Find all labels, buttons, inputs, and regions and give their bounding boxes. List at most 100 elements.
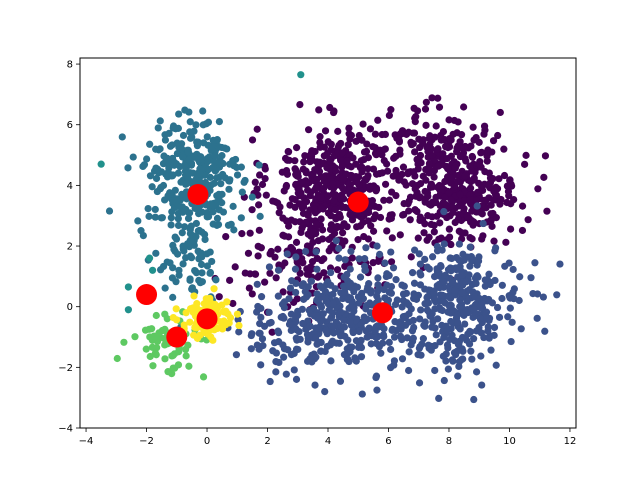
data-point-cluster-1 (312, 248, 320, 256)
data-point-cluster-0 (437, 234, 445, 242)
data-point-cluster-1 (417, 351, 425, 359)
data-point-cluster-0 (484, 146, 492, 154)
data-point-cluster-1 (409, 316, 417, 325)
data-point-cluster-2 (194, 138, 202, 146)
data-point-cluster-2 (186, 134, 195, 142)
data-point-cluster-1 (305, 306, 313, 315)
data-point-cluster-0 (300, 158, 308, 166)
data-point-cluster-2 (185, 243, 193, 251)
data-point-cluster-1 (321, 388, 329, 396)
data-point-cluster-0 (336, 213, 344, 221)
data-point-cluster-1 (479, 219, 487, 228)
data-point-cluster-1 (506, 293, 514, 302)
data-point-cluster-0 (364, 165, 372, 173)
data-point-cluster-0 (521, 160, 529, 168)
data-point-cluster-1 (298, 305, 306, 313)
data-point-cluster-0 (478, 183, 486, 192)
data-point-cluster-3 (148, 266, 157, 274)
data-point-cluster-0 (253, 125, 261, 133)
data-point-cluster-1 (301, 247, 310, 256)
data-point-cluster-2 (219, 170, 227, 179)
data-point-cluster-2 (212, 276, 220, 284)
data-point-cluster-0 (503, 198, 511, 207)
data-point-cluster-0 (331, 191, 339, 199)
data-point-cluster-2 (167, 214, 175, 222)
data-point-cluster-4 (161, 310, 169, 318)
data-point-cluster-0 (406, 216, 414, 224)
data-point-cluster-1 (443, 327, 451, 335)
data-point-cluster-1 (256, 320, 264, 328)
data-point-cluster-1 (504, 313, 512, 321)
data-point-cluster-0 (271, 198, 279, 206)
data-point-cluster-1 (361, 255, 369, 263)
data-point-cluster-0 (345, 186, 353, 194)
data-point-cluster-2 (189, 169, 197, 177)
data-point-cluster-1 (257, 361, 265, 369)
data-point-cluster-1 (275, 338, 283, 346)
data-point-cluster-0 (345, 130, 353, 138)
data-point-cluster-1 (362, 305, 370, 313)
data-point-cluster-0 (307, 188, 315, 196)
data-point-cluster-1 (396, 332, 405, 340)
data-point-cluster-2 (134, 217, 142, 225)
data-point-cluster-0 (285, 222, 293, 230)
data-point-cluster-2 (237, 163, 245, 171)
data-point-cluster-0 (419, 139, 427, 147)
data-point-cluster-1 (306, 355, 314, 363)
data-point-cluster-0 (359, 120, 367, 128)
data-point-cluster-0 (443, 154, 451, 163)
data-point-cluster-1 (463, 297, 471, 305)
data-point-cluster-0 (276, 203, 284, 211)
data-point-cluster-0 (424, 164, 433, 172)
data-point-cluster-1 (416, 315, 424, 323)
data-point-cluster-1 (371, 327, 379, 336)
data-point-cluster-1 (430, 295, 438, 303)
data-point-cluster-1 (476, 304, 484, 312)
data-point-cluster-0 (425, 233, 433, 241)
data-point-cluster-0 (256, 171, 264, 179)
data-point-cluster-2 (144, 204, 152, 213)
data-point-cluster-0 (285, 148, 293, 156)
data-point-cluster-1 (481, 276, 489, 284)
data-point-cluster-0 (245, 284, 253, 292)
data-point-cluster-1 (279, 312, 287, 321)
data-point-cluster-0 (251, 270, 260, 278)
data-point-cluster-1 (321, 347, 329, 356)
data-point-cluster-0 (337, 223, 345, 231)
data-point-cluster-2 (208, 257, 216, 266)
data-point-cluster-0 (502, 238, 510, 246)
data-point-cluster-1 (470, 335, 478, 343)
data-point-cluster-0 (315, 106, 323, 114)
data-point-cluster-0 (395, 176, 403, 184)
data-point-cluster-5 (235, 321, 243, 330)
data-point-cluster-1 (455, 358, 464, 366)
data-point-cluster-1 (335, 339, 343, 347)
data-point-cluster-1 (527, 274, 535, 282)
data-point-cluster-0 (301, 152, 309, 160)
data-point-cluster-0 (414, 234, 422, 242)
data-point-cluster-1 (341, 288, 349, 297)
data-point-cluster-0 (257, 244, 265, 252)
data-point-cluster-1 (529, 289, 537, 298)
data-point-cluster-2 (196, 170, 204, 178)
data-point-cluster-1 (411, 294, 419, 303)
data-point-cluster-1 (284, 346, 292, 354)
data-point-cluster-0 (316, 133, 324, 141)
data-point-cluster-0 (448, 174, 456, 182)
data-point-cluster-0 (495, 175, 503, 183)
data-point-cluster-0 (346, 135, 354, 143)
data-point-cluster-0 (327, 212, 335, 220)
data-point-cluster-5 (193, 334, 202, 342)
data-point-cluster-0 (329, 184, 338, 192)
data-point-cluster-4 (148, 325, 156, 333)
data-point-cluster-1 (357, 353, 366, 361)
data-point-cluster-1 (403, 299, 411, 307)
data-point-cluster-1 (498, 294, 506, 303)
data-point-cluster-1 (448, 331, 456, 339)
data-point-cluster-0 (330, 196, 338, 205)
data-point-cluster-1 (432, 331, 440, 339)
data-point-cluster-0 (432, 122, 440, 130)
y-axis: −4 −2 0 2 4 6 8 (58, 60, 80, 435)
data-point-cluster-0 (364, 217, 372, 225)
data-point-cluster-0 (299, 209, 308, 218)
